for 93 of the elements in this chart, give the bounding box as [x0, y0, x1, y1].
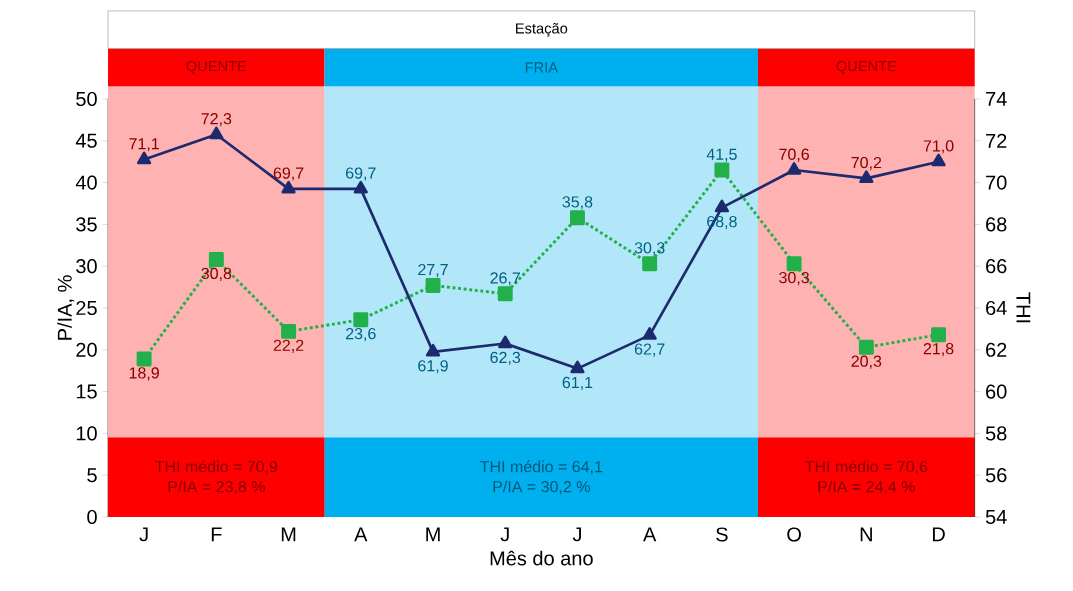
point: [209, 126, 224, 140]
x-tick-label: D: [932, 527, 945, 542]
point: [208, 252, 224, 267]
y2-tick-label: 54: [985, 510, 1007, 524]
data-label: 70,6: [779, 148, 809, 162]
y-tick-label: 10: [76, 426, 97, 441]
band-label: FRIA: [525, 62, 559, 73]
data-label: 30,3: [634, 242, 665, 256]
y-tick-label: 45: [75, 133, 97, 148]
point: [498, 335, 513, 349]
annotation: THI médio = 70,6: [805, 460, 928, 475]
annotation: P/IA = 24,4 %: [818, 480, 915, 495]
point: [642, 327, 657, 340]
point: [931, 327, 947, 343]
point: [425, 277, 441, 293]
y-tick-label: 30: [76, 259, 97, 274]
data-label: 72,3: [201, 113, 232, 127]
y2-tick-label: 64: [986, 300, 1007, 316]
point: [570, 360, 585, 374]
data-label: 27,7: [418, 263, 448, 278]
y-tick-label: 0: [87, 509, 97, 525]
data-label: 70,2: [851, 156, 882, 171]
data-label: 18,9: [129, 367, 159, 381]
y-tick-label: 40: [75, 175, 97, 190]
point: [353, 312, 369, 328]
data-label: 71,0: [923, 140, 954, 154]
point: [642, 256, 658, 272]
y2-tick-label: 62: [986, 342, 1007, 357]
point: [859, 170, 874, 184]
x-tick-label: J: [139, 527, 148, 542]
data-label: 23,6: [346, 327, 376, 342]
x-tick-label: S: [716, 527, 728, 542]
x-tick-label: O: [787, 527, 801, 542]
point: [425, 343, 441, 357]
point: [281, 180, 296, 194]
y-tick-label: 15: [76, 384, 97, 399]
point: [497, 286, 513, 302]
point: [137, 151, 152, 165]
data-label: 30,3: [779, 271, 809, 286]
y2-tick-label: 70: [986, 175, 1007, 190]
x-tick-label: N: [860, 527, 872, 542]
annotation: P/IA = 23,8 %: [168, 480, 265, 495]
y2-tick-label: 66: [986, 259, 1007, 274]
y2-tick-label: 68: [986, 217, 1007, 232]
x-tick-label: J: [500, 527, 509, 542]
point: [931, 153, 946, 167]
point: [858, 339, 874, 355]
data-label: 41,5: [706, 148, 737, 162]
band-label: QUENTE: [186, 60, 247, 74]
band-label: QUENTE: [836, 60, 897, 74]
y-tick-label: 20: [76, 342, 97, 357]
x-tick-label: M: [426, 527, 440, 542]
x-tick-label: A: [643, 527, 657, 542]
x-tick-label: J: [572, 527, 581, 542]
annotation: P/IA = 30,2 %: [493, 480, 590, 495]
data-label: 62,3: [490, 351, 521, 365]
data-label: 26,7: [490, 272, 520, 286]
point: [281, 323, 297, 339]
data-label: 62,7: [634, 343, 665, 357]
y2-tick-label: 74: [986, 92, 1007, 106]
point: [714, 199, 730, 213]
data-label: 61,1: [562, 376, 593, 391]
data-label: 71,1: [129, 138, 159, 152]
y-tick-label: 5: [87, 468, 97, 483]
data-label: 69,7: [273, 167, 304, 181]
point: [787, 162, 802, 175]
point: [353, 180, 368, 194]
point: [136, 351, 152, 367]
y2-tick-label: 72: [986, 133, 1007, 148]
y-axis-title: P/IA, %: [57, 275, 75, 340]
point: [714, 162, 730, 178]
x-axis-title: Mês do ano: [490, 550, 593, 566]
x-tick-label: M: [281, 527, 296, 542]
y2-tick-label: 56: [985, 468, 1007, 483]
x-tick-label: A: [354, 527, 368, 542]
data-label: 69,7: [346, 167, 376, 181]
y-tick-label: 35: [76, 217, 97, 232]
point: [786, 256, 802, 272]
x-tick-label: F: [211, 527, 222, 542]
data-label: 35,8: [562, 196, 593, 210]
data-label: 22,2: [273, 339, 304, 353]
annotation: THI médio = 70,9: [155, 460, 278, 475]
text: Estação: [516, 22, 568, 37]
annotation: THI médio = 64,1: [480, 460, 603, 475]
data-label: 20,3: [851, 355, 882, 369]
y-tick-label: 25: [76, 300, 97, 316]
point: [569, 210, 585, 226]
data-label: 61,9: [418, 360, 448, 374]
y2-axis-title: THI: [1016, 292, 1031, 323]
y2-tick-label: 58: [985, 426, 1007, 441]
y-tick-label: 50: [76, 91, 97, 107]
data-label: 21,8: [923, 343, 954, 357]
y2-tick-label: 60: [986, 384, 1007, 399]
